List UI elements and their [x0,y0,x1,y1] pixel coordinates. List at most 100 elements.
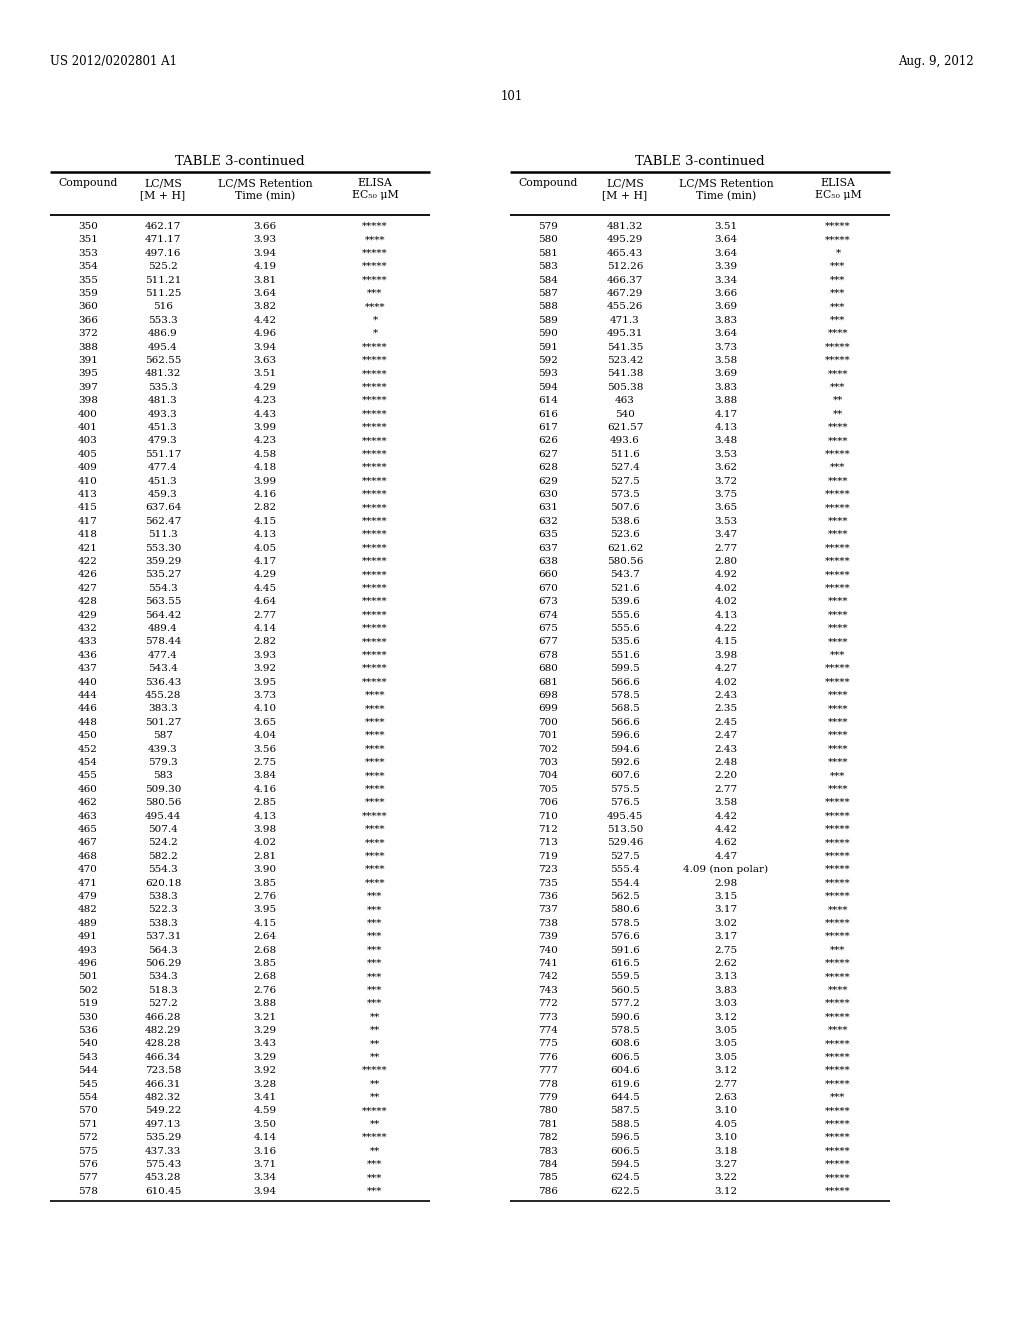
Text: 578.5: 578.5 [610,690,640,700]
Text: 3.83: 3.83 [715,986,737,995]
Text: 535.3: 535.3 [148,383,178,392]
Text: *****: ***** [362,276,388,285]
Text: 454: 454 [78,758,98,767]
Text: 502: 502 [78,986,98,995]
Text: 3.64: 3.64 [715,248,737,257]
Text: 383.3: 383.3 [148,705,178,713]
Text: 497.13: 497.13 [144,1119,181,1129]
Text: 482.32: 482.32 [144,1093,181,1102]
Text: *****: ***** [825,490,851,499]
Text: 610.45: 610.45 [144,1187,181,1196]
Text: TABLE 3-continued: TABLE 3-continued [635,154,765,168]
Text: 4.18: 4.18 [253,463,276,473]
Text: 3.64: 3.64 [253,289,276,298]
Text: *: * [373,315,378,325]
Text: 495.29: 495.29 [607,235,643,244]
Text: 3.65: 3.65 [715,503,737,512]
Text: 626: 626 [538,437,558,445]
Text: 523.6: 523.6 [610,531,640,539]
Text: LC/MS
[M + H]: LC/MS [M + H] [140,178,185,201]
Text: 781: 781 [538,1119,558,1129]
Text: 400: 400 [78,409,98,418]
Text: *****: ***** [362,477,388,486]
Text: **: ** [370,1093,380,1102]
Text: 439.3: 439.3 [148,744,178,754]
Text: 578.5: 578.5 [610,919,640,928]
Text: 540: 540 [615,409,635,418]
Text: 592.6: 592.6 [610,758,640,767]
Text: 624.5: 624.5 [610,1173,640,1183]
Text: 4.16: 4.16 [253,785,276,793]
Text: 3.93: 3.93 [253,651,276,660]
Text: 3.12: 3.12 [715,1187,737,1196]
Text: 4.43: 4.43 [253,409,276,418]
Text: 2.43: 2.43 [715,744,737,754]
Text: 554.3: 554.3 [148,865,178,874]
Text: 350: 350 [78,222,98,231]
Text: 482.29: 482.29 [144,1026,181,1035]
Text: 784: 784 [538,1160,558,1170]
Text: ****: **** [365,785,385,793]
Text: 580.6: 580.6 [610,906,640,915]
Text: *****: ***** [825,343,851,351]
Text: 593: 593 [538,370,558,379]
Text: 773: 773 [538,1012,558,1022]
Text: 543: 543 [78,1053,98,1061]
Text: 4.02: 4.02 [253,838,276,847]
Text: 4.64: 4.64 [253,597,276,606]
Text: 3.82: 3.82 [253,302,276,312]
Text: 3.02: 3.02 [715,919,737,928]
Text: 3.41: 3.41 [253,1093,276,1102]
Text: 2.77: 2.77 [715,1080,737,1089]
Text: 741: 741 [538,960,558,968]
Text: 785: 785 [538,1173,558,1183]
Text: *****: ***** [362,638,388,647]
Text: 4.23: 4.23 [253,437,276,445]
Text: **: ** [833,409,843,418]
Text: 3.99: 3.99 [253,477,276,486]
Text: ****: **** [827,422,848,432]
Text: 538.3: 538.3 [148,919,178,928]
Text: 743: 743 [538,986,558,995]
Text: 551.17: 551.17 [144,450,181,459]
Text: 779: 779 [538,1093,558,1102]
Text: 712: 712 [538,825,558,834]
Text: 519: 519 [78,999,98,1008]
Text: 588.5: 588.5 [610,1119,640,1129]
Text: ****: **** [827,785,848,793]
Text: 495.4: 495.4 [148,343,178,351]
Text: 3.64: 3.64 [715,235,737,244]
Text: ELISA
EC₅₀ μM: ELISA EC₅₀ μM [815,178,861,201]
Text: 2.82: 2.82 [253,638,276,647]
Text: 590: 590 [538,329,558,338]
Text: *****: ***** [825,892,851,902]
Text: 2.63: 2.63 [715,1093,737,1102]
Text: 619.6: 619.6 [610,1080,640,1089]
Text: *****: ***** [362,624,388,634]
Text: 3.65: 3.65 [253,718,276,727]
Text: 355: 355 [78,276,98,285]
Text: 4.59: 4.59 [253,1106,276,1115]
Text: 366: 366 [78,315,98,325]
Text: 617: 617 [538,422,558,432]
Text: 782: 782 [538,1133,558,1142]
Text: 495.45: 495.45 [607,812,643,821]
Text: 3.51: 3.51 [715,222,737,231]
Text: 3.66: 3.66 [715,289,737,298]
Text: 415: 415 [78,503,98,512]
Text: ****: **** [365,825,385,834]
Text: 562.55: 562.55 [144,356,181,366]
Text: 581: 581 [538,248,558,257]
Text: 101: 101 [501,90,523,103]
Text: 535.6: 535.6 [610,638,640,647]
Text: 511.6: 511.6 [610,450,640,459]
Text: 470: 470 [78,865,98,874]
Text: 554.3: 554.3 [148,583,178,593]
Text: ***: *** [830,263,846,271]
Text: 622.5: 622.5 [610,1187,640,1196]
Text: 786: 786 [538,1187,558,1196]
Text: 616.5: 616.5 [610,960,640,968]
Text: 740: 740 [538,945,558,954]
Text: 527.5: 527.5 [610,477,640,486]
Text: 3.85: 3.85 [253,879,276,887]
